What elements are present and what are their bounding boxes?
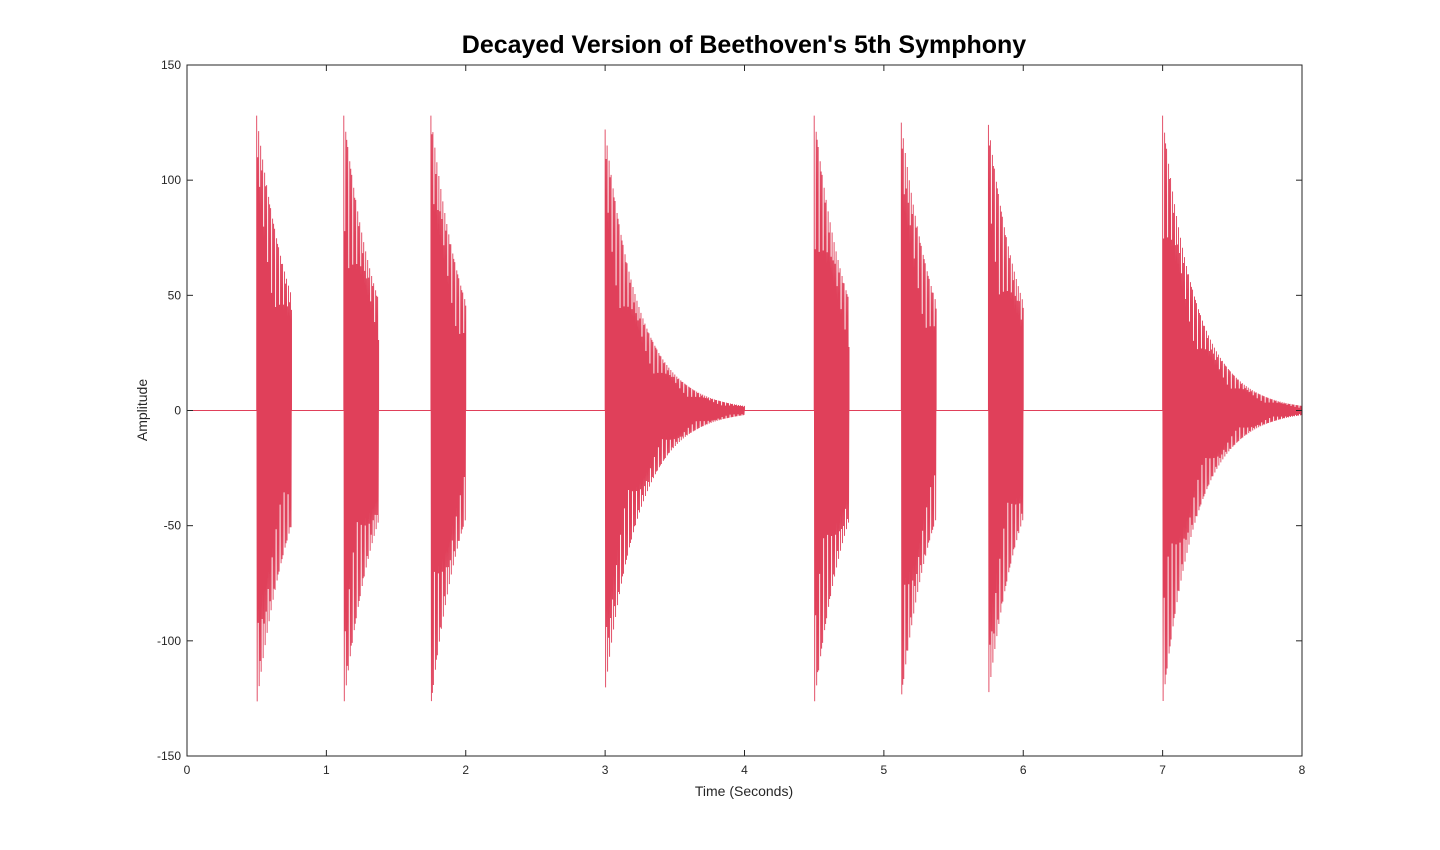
x-tick-label: 8 <box>1299 763 1306 777</box>
signal-note-5 <box>813 115 850 702</box>
signal-series <box>187 115 1302 702</box>
axes: 0 1 2 3 4 5 6 7 8 -150 -100 -50 0 50 100 150 <box>157 58 1306 777</box>
signal-note-6 <box>900 122 937 695</box>
y-tick-label: -100 <box>157 634 181 648</box>
signal-note-4 <box>604 129 745 688</box>
y-tick-label: 100 <box>161 173 181 187</box>
signal-note-2 <box>343 115 380 702</box>
signal-note-8 <box>1162 115 1302 701</box>
y-tick-label: -150 <box>157 749 181 763</box>
x-tick-label: 7 <box>1159 763 1166 777</box>
chart-title: Decayed Version of Beethoven's 5th Symph… <box>462 31 1027 59</box>
y-axis-label: Amplitude <box>134 379 150 441</box>
y-tick-label: 0 <box>174 404 181 418</box>
y-tick-label: 50 <box>168 288 182 302</box>
y-tick-label: -50 <box>164 519 182 533</box>
x-tick-label: 4 <box>741 763 748 777</box>
x-axis-label: Time (Seconds) <box>695 783 793 799</box>
x-tick-label: 0 <box>184 763 191 777</box>
x-tick-label: 2 <box>462 763 469 777</box>
y-tick-label: 150 <box>161 58 181 72</box>
signal-note-1 <box>256 115 292 702</box>
x-tick-label: 5 <box>881 763 888 777</box>
x-tick-label: 3 <box>602 763 609 777</box>
x-tick-label: 1 <box>323 763 330 777</box>
signal-note-7 <box>987 124 1024 693</box>
signal-note-3 <box>430 115 467 702</box>
x-tick-label: 6 <box>1020 763 1027 777</box>
